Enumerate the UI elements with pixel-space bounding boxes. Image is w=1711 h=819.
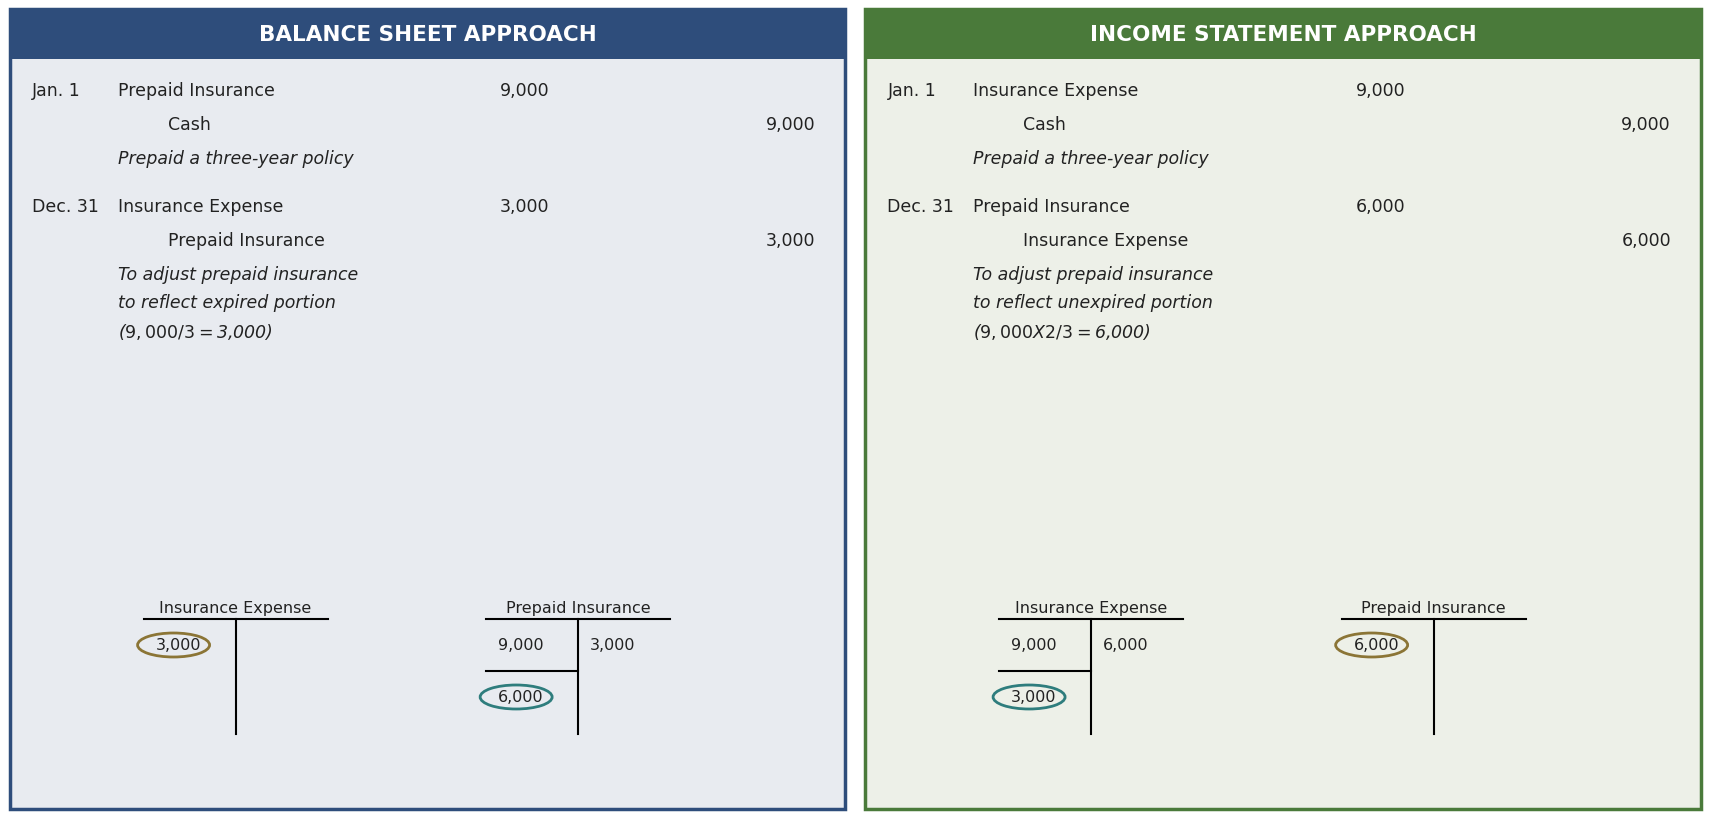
Text: 3,000: 3,000: [156, 638, 202, 653]
Text: Insurance Expense: Insurance Expense: [1023, 232, 1189, 250]
Text: Jan. 1: Jan. 1: [888, 82, 936, 100]
Text: 3,000: 3,000: [590, 638, 636, 653]
Text: 9,000: 9,000: [1355, 82, 1405, 100]
Text: Insurance Expense: Insurance Expense: [1015, 600, 1167, 615]
Text: 6,000: 6,000: [1622, 232, 1672, 250]
Text: Prepaid Insurance: Prepaid Insurance: [168, 232, 325, 250]
Text: 6,000: 6,000: [1353, 638, 1400, 653]
FancyBboxPatch shape: [10, 10, 845, 809]
Text: 6,000: 6,000: [1104, 638, 1148, 653]
Text: 6,000: 6,000: [1355, 197, 1405, 215]
Text: 9,000: 9,000: [1622, 115, 1672, 133]
Text: Jan. 1: Jan. 1: [33, 82, 80, 100]
FancyBboxPatch shape: [866, 10, 1701, 809]
Text: Prepaid Insurance: Prepaid Insurance: [506, 600, 650, 615]
Text: To adjust prepaid insurance: To adjust prepaid insurance: [974, 265, 1213, 283]
Text: to reflect unexpired portion: to reflect unexpired portion: [974, 294, 1213, 311]
Text: 9,000: 9,000: [767, 115, 816, 133]
Text: Insurance Expense: Insurance Expense: [159, 600, 311, 615]
Text: To adjust prepaid insurance: To adjust prepaid insurance: [118, 265, 358, 283]
Text: Insurance Expense: Insurance Expense: [118, 197, 284, 215]
Text: BALANCE SHEET APPROACH: BALANCE SHEET APPROACH: [258, 25, 597, 45]
Text: 3,000: 3,000: [767, 232, 816, 250]
Text: 3,000: 3,000: [1011, 690, 1057, 704]
Text: 3,000: 3,000: [500, 197, 549, 215]
Text: 9,000: 9,000: [498, 638, 544, 653]
FancyBboxPatch shape: [866, 10, 1701, 60]
Text: Cash: Cash: [1023, 115, 1066, 133]
Text: Insurance Expense: Insurance Expense: [974, 82, 1140, 100]
Text: Dec. 31: Dec. 31: [888, 197, 955, 215]
FancyBboxPatch shape: [10, 10, 845, 60]
Text: to reflect expired portion: to reflect expired portion: [118, 294, 335, 311]
Text: Dec. 31: Dec. 31: [33, 197, 99, 215]
Text: Prepaid Insurance: Prepaid Insurance: [974, 197, 1131, 215]
Text: 9,000: 9,000: [500, 82, 549, 100]
Text: Prepaid a three-year policy: Prepaid a three-year policy: [974, 150, 1210, 168]
Text: Prepaid Insurance: Prepaid Insurance: [1362, 600, 1506, 615]
Text: Cash: Cash: [168, 115, 210, 133]
Text: ($9,000 X 2/3 = $6,000): ($9,000 X 2/3 = $6,000): [974, 322, 1152, 342]
Text: 6,000: 6,000: [498, 690, 544, 704]
Text: ($9,000/3 = $3,000): ($9,000/3 = $3,000): [118, 322, 272, 342]
Text: Prepaid Insurance: Prepaid Insurance: [118, 82, 275, 100]
Text: 9,000: 9,000: [1011, 638, 1057, 653]
Text: Prepaid a three-year policy: Prepaid a three-year policy: [118, 150, 354, 168]
Text: INCOME STATEMENT APPROACH: INCOME STATEMENT APPROACH: [1090, 25, 1477, 45]
